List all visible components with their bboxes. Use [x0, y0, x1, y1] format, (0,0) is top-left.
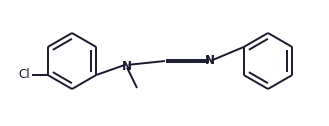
Text: Cl: Cl: [18, 69, 30, 82]
Text: N: N: [205, 55, 215, 68]
Text: N: N: [122, 59, 132, 72]
